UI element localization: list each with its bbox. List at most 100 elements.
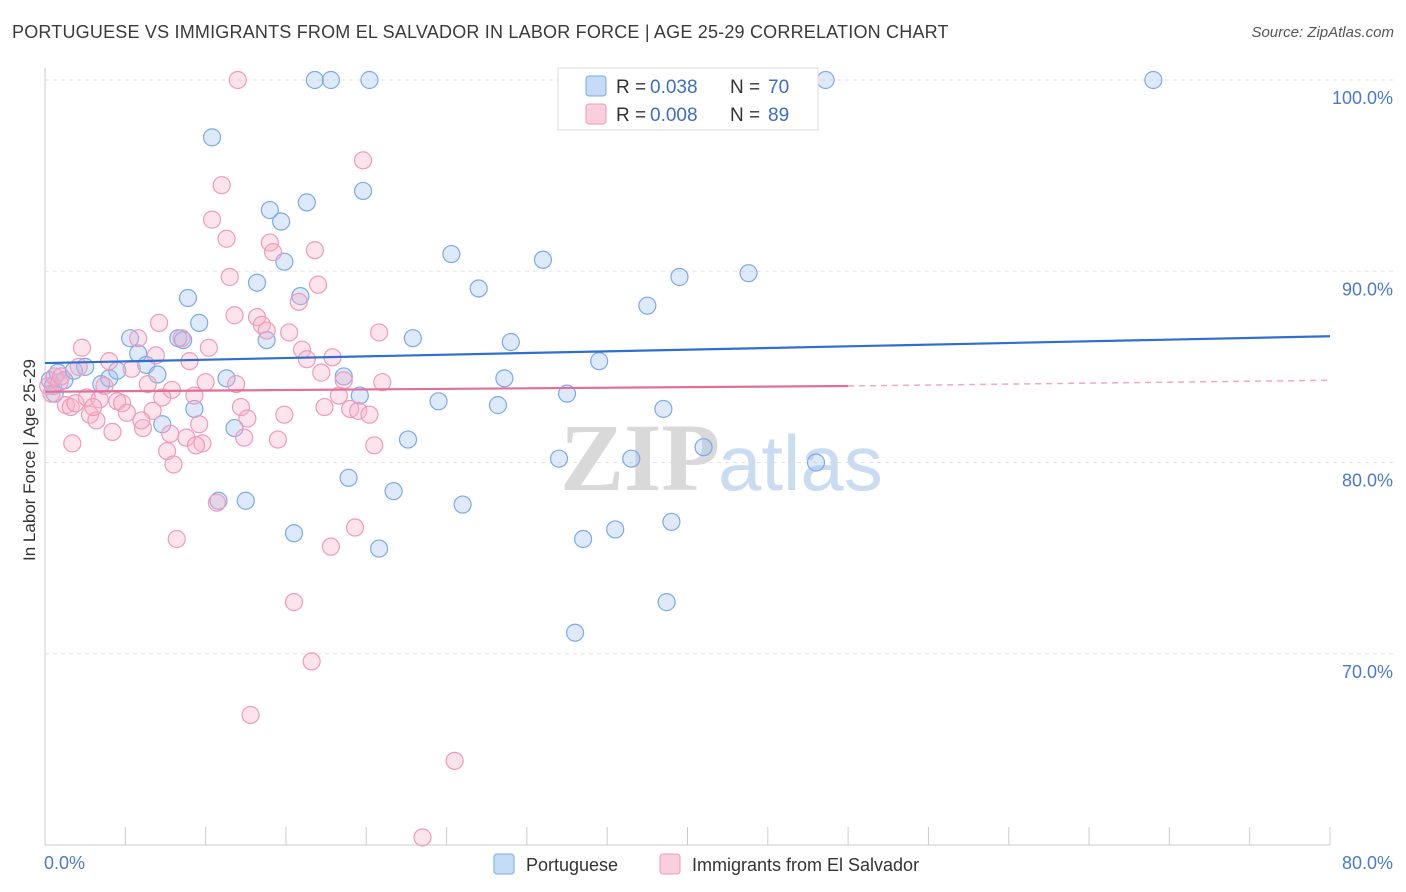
point-el-salvador-85 [186,436,206,455]
point-portuguese-35 [339,468,358,487]
point-el-salvador-31 [172,329,191,348]
trend-line-el-salvador [44,384,849,393]
point-portuguese-48 [495,369,514,388]
series-legend: Portuguese Immigrants from El Salvador [493,853,919,875]
source-label: Source: ZipAtlas.com [1251,24,1394,41]
point-portuguese-27 [272,212,291,231]
point-portuguese-60 [657,593,676,612]
point-portuguese-38 [360,70,379,90]
point-el-salvador-29 [164,455,183,474]
point-portuguese-16 [178,288,198,308]
point-el-salvador-81 [132,411,151,430]
point-portuguese-36 [350,386,369,405]
point-el-salvador-36 [193,434,212,453]
point-el-salvador-20 [129,329,148,348]
point-el-salvador-51 [252,315,271,334]
point-el-salvador-78 [413,828,432,847]
point-portuguese-37 [353,181,373,201]
y-tick-label-90: 90.0% [1342,279,1393,299]
point-portuguese-29 [284,524,304,543]
x-tick-label-max: 80.0% [1342,853,1393,873]
point-el-salvador-79 [445,751,464,770]
point-el-salvador-75 [365,436,384,455]
point-el-salvador-52 [257,321,276,340]
watermark-atlas: atlas [718,419,883,507]
point-portuguese-65 [806,453,826,472]
point-portuguese-53 [565,623,585,642]
legend-n-label-2: N = [730,105,760,126]
point-el-salvador-84 [69,357,88,376]
point-portuguese-56 [606,520,625,539]
legend-r-value-2: 0.008 [650,105,698,126]
point-portuguese-55 [590,352,609,371]
data-points [39,70,1163,847]
point-el-salvador-88 [312,363,331,382]
point-portuguese-59 [654,399,673,419]
bottom-legend-label-el-salvador: Immigrants from El Salvador [692,855,919,875]
point-el-salvador-66 [321,537,341,556]
point-portuguese-32 [305,70,324,90]
point-el-salvador-65 [315,397,334,417]
point-el-salvador-76 [370,323,389,342]
point-el-salvador-30 [167,529,186,549]
point-portuguese-50 [533,250,553,269]
point-el-salvador-61 [297,350,316,369]
bottom-legend-swatch-portuguese [493,853,515,875]
point-el-salvador-2 [45,367,64,386]
point-portuguese-21 [217,369,236,388]
chart-title: PORTUGUESE VS IMMIGRANTS FROM EL SALVADO… [12,22,949,42]
trend-line-portuguese [44,335,1331,365]
point-portuguese-45 [453,495,472,514]
point-el-salvador-18 [117,403,137,422]
point-portuguese-46 [469,279,488,298]
point-el-salvador-42 [217,229,236,248]
point-el-salvador-82 [84,397,103,417]
point-el-salvador-7 [66,394,85,413]
y-tick-label-100: 100.0% [1332,88,1393,108]
point-el-salvador-87 [161,424,180,443]
point-portuguese-43 [429,392,448,411]
trend-lines [44,335,1331,393]
point-el-salvador-17 [112,394,132,413]
bottom-legend-label-portuguese: Portuguese [526,855,618,875]
gridlines [45,79,1395,655]
point-el-salvador-71 [345,518,365,537]
point-portuguese-44 [442,244,461,264]
point-el-salvador-63 [305,241,324,260]
y-tick-label-70: 70.0% [1342,662,1393,682]
point-el-salvador-74 [360,405,379,424]
point-el-salvador-46 [231,397,251,417]
point-portuguese-26 [260,200,279,220]
point-el-salvador-39 [202,210,222,229]
point-el-salvador-86 [227,374,246,394]
point-portuguese-67 [1144,70,1163,90]
point-portuguese-23 [236,491,255,510]
legend-n-label-1: N = [730,77,760,98]
trend-line-el-salvador-extension [848,379,1331,387]
point-el-salvador-40 [207,493,226,512]
point-el-salvador-57 [280,323,299,342]
point-portuguese-49 [501,332,520,352]
point-portuguese-31 [297,193,316,212]
point-portuguese-63 [694,438,713,457]
point-el-salvador-25 [149,313,169,332]
point-portuguese-51 [549,449,569,468]
point-portuguese-12 [148,365,167,384]
point-portuguese-58 [638,296,657,315]
point-portuguese-19 [202,128,222,147]
point-el-salvador-8 [72,338,92,357]
legend-r-value-1: 0.038 [650,77,698,98]
point-el-salvador-15 [103,422,122,441]
point-el-salvador-35 [190,415,209,434]
point-el-salvador-58 [284,593,304,612]
correlation-legend: R = 0.038 N = 70 R = 0.008 N = 89 [557,67,819,131]
point-el-salvador-37 [196,373,215,392]
point-portuguese-61 [662,512,681,531]
point-el-salvador-69 [334,371,353,390]
point-portuguese-34 [334,367,353,386]
point-portuguese-18 [190,313,209,332]
legend-n-value-1: 70 [768,77,789,98]
point-el-salvador-19 [122,359,141,378]
legend-r-label-1: R = [616,77,646,98]
